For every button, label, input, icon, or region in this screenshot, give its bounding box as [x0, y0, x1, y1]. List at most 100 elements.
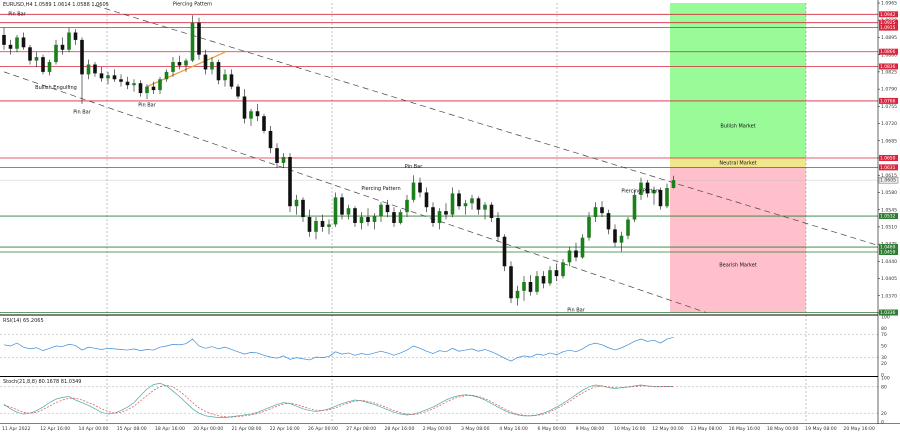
candle: [281, 153, 286, 168]
price-tick-label: 1.0720: [881, 121, 897, 127]
candle-body: [151, 86, 156, 91]
candle: [515, 285, 520, 306]
candle-body: [346, 208, 351, 215]
level-price-badge: [879, 19, 898, 26]
candle: [671, 175, 676, 189]
candle: [60, 37, 65, 55]
stoch-tick-label: 80: [881, 384, 887, 390]
candle-body: [327, 224, 331, 227]
candle: [229, 69, 234, 90]
candle-body: [385, 204, 390, 213]
candle-body: [171, 62, 175, 72]
candle-body: [457, 193, 461, 207]
stoch-label: Stoch(21,8,8) 80.1678 81.0349: [3, 379, 81, 385]
candle: [483, 202, 487, 220]
rsi-label: RSI(14) 65.2065: [3, 318, 44, 324]
time-tick-label: 4 May 16:00: [499, 426, 528, 432]
candle: [242, 89, 247, 124]
candle-body: [125, 81, 130, 86]
rsi-tick-label: 100: [881, 315, 890, 321]
price-tick-label: 1.0370: [881, 293, 897, 299]
candle: [639, 177, 643, 200]
candle-body: [93, 64, 97, 74]
candle-body: [145, 86, 149, 94]
candle: [392, 207, 396, 227]
candle-body: [405, 199, 409, 213]
candle: [541, 271, 546, 289]
candle-body: [301, 199, 305, 218]
candle-body: [132, 83, 136, 86]
zone-label: Bullish Market: [720, 123, 755, 129]
candle-body: [541, 276, 546, 284]
candle-body: [509, 266, 513, 299]
rsi-tick-label: 70: [881, 332, 887, 338]
price-tick-label: 1.0860: [881, 52, 897, 58]
price-tick-label: 1.0405: [881, 276, 897, 282]
candle-body: [496, 218, 500, 237]
candle: [73, 29, 78, 45]
level-price-label: 1.0836: [880, 64, 896, 70]
pattern-label: Pin Bar: [138, 102, 157, 108]
candle: [606, 209, 611, 235]
price-tick-label: 1.0755: [881, 104, 897, 110]
candle: [138, 80, 143, 97]
candle-body: [268, 130, 273, 149]
price-tick-label: 1.0825: [881, 69, 897, 75]
candle-body: [8, 44, 13, 49]
candle: [398, 209, 403, 225]
price-tick-label: 1.0545: [881, 207, 897, 213]
candle: [411, 175, 416, 203]
candle-body: [164, 71, 169, 80]
candle: [262, 113, 266, 134]
pattern-label: Piercing Pattern: [361, 186, 400, 192]
candle-body: [255, 111, 260, 117]
candle-body: [535, 276, 539, 292]
candle: [489, 202, 494, 222]
level-price-badge: [879, 244, 898, 251]
candle-body: [15, 37, 19, 49]
candle: [340, 193, 344, 220]
candle: [320, 214, 325, 232]
candle-body: [424, 192, 429, 208]
candle-body: [294, 199, 299, 207]
pattern-label: Piercing Pattern: [173, 1, 212, 7]
candle: [106, 71, 110, 85]
candle: [528, 275, 533, 296]
candle-body: [60, 44, 65, 50]
candle: [580, 234, 585, 259]
rsi-tick-label: 20: [881, 361, 887, 367]
candle-body: [619, 235, 624, 243]
candle: [8, 39, 13, 55]
candle-body: [554, 270, 559, 277]
candle: [164, 69, 169, 82]
candle-body: [580, 237, 585, 258]
time-tick-label: 22 Apr 16:00: [270, 426, 300, 432]
candle: [307, 209, 312, 237]
candle-body: [359, 217, 364, 223]
candle-body: [21, 37, 26, 48]
level-price-badge: [879, 155, 898, 161]
candle: [496, 212, 500, 242]
market-zone: [670, 167, 806, 313]
level-price-badge: [879, 11, 898, 18]
candle-body: [99, 73, 104, 79]
candle: [476, 196, 481, 215]
candle-body: [671, 180, 676, 189]
candle: [34, 52, 39, 67]
level-price-label: 1.0336: [880, 310, 896, 316]
candle: [93, 62, 97, 77]
candle-body: [307, 217, 312, 232]
candle: [567, 246, 572, 267]
candle: [632, 189, 637, 222]
candle: [21, 32, 26, 50]
candle-body: [522, 282, 526, 291]
time-tick-label: 18 Apr 16:00: [155, 426, 185, 432]
time-tick-label: 10 May 16:00: [614, 426, 646, 432]
time-tick-label: 19 May 08:00: [805, 426, 837, 432]
candle-body: [177, 62, 182, 66]
candle: [119, 74, 123, 87]
time-tick-label: 20 May 16:00: [843, 426, 875, 432]
candle-body: [366, 217, 370, 222]
